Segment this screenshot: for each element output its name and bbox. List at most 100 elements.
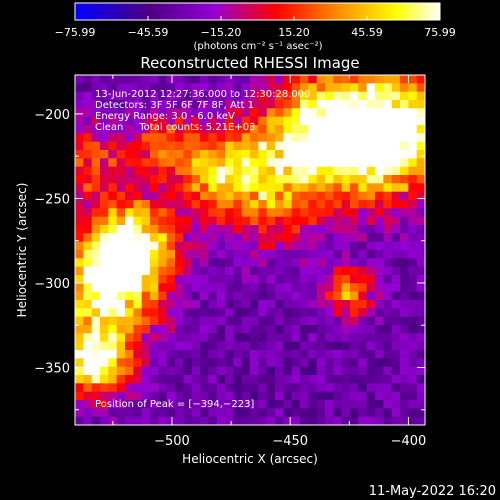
heatmap-cell (258, 83, 268, 93)
heatmap-cell (216, 275, 226, 284)
heatmap-cell (100, 175, 109, 184)
heatmap-cell (150, 391, 159, 401)
heatmap-cell (275, 358, 284, 368)
heatmap-cell (91, 158, 101, 168)
heatmap-cell (225, 166, 234, 176)
heatmap-cell (116, 358, 126, 368)
heatmap-cell (258, 108, 268, 118)
heatmap-cell (150, 216, 159, 226)
heatmap-cell (283, 100, 293, 109)
heatmap-cell (258, 216, 268, 226)
heatmap-cell (183, 408, 193, 418)
heatmap-cell (133, 341, 143, 351)
heatmap-cell (358, 308, 368, 318)
heatmap-cell (275, 166, 284, 176)
heatmap-cell (166, 241, 176, 251)
heatmap-cell (241, 100, 251, 109)
heatmap-cell (133, 358, 143, 368)
heatmap-cell (416, 325, 425, 334)
heatmap-cell (358, 108, 368, 118)
heatmap-cell (166, 175, 176, 184)
heatmap-cell (200, 300, 209, 309)
heatmap-cell (258, 116, 268, 126)
heatmap-cell (183, 108, 193, 118)
heatmap-cell (400, 375, 409, 384)
heatmap-cell (258, 250, 268, 259)
heatmap-cell (408, 225, 418, 234)
heatmap-cell (316, 141, 326, 151)
heatmap-cell (83, 175, 93, 184)
heatmap-cell (300, 283, 309, 293)
heatmap-cell (275, 75, 284, 84)
heatmap-cell (258, 408, 268, 418)
heatmap-cell (133, 350, 143, 359)
heatmap-cell (333, 208, 343, 218)
heatmap-cell (408, 75, 418, 84)
heatmap-cell (75, 100, 84, 109)
heatmap-cell (358, 150, 368, 159)
heatmap-cell (366, 183, 376, 193)
heatmap-cell (75, 133, 84, 143)
heatmap-cell (241, 266, 251, 276)
heatmap-cell (200, 308, 209, 318)
heatmap-cell (366, 325, 376, 334)
heatmap-cell (325, 341, 334, 351)
heatmap-cell (391, 283, 401, 293)
heatmap-cell (191, 258, 201, 268)
heatmap-cell (300, 375, 309, 384)
heatmap-cell (83, 216, 93, 226)
heatmap-cell (283, 283, 293, 293)
heatmap-cell (233, 250, 243, 259)
heatmap-cell (75, 250, 84, 259)
heatmap-cell (200, 291, 209, 301)
heatmap-cell (216, 383, 226, 393)
heatmap-cell (158, 391, 168, 401)
heatmap-cell (225, 141, 234, 151)
peak-position-label: Position of Peak = [−394,−223] (95, 399, 254, 410)
heatmap-cell (308, 158, 318, 168)
heatmap-cell (333, 166, 343, 176)
heatmap-cell (400, 100, 409, 109)
heatmap-cell (183, 125, 193, 134)
heatmap-cell (316, 125, 326, 134)
heatmap-cell (383, 416, 393, 425)
heatmap-cell (350, 208, 359, 218)
heatmap-cell (408, 233, 418, 243)
heatmap-cell (291, 383, 301, 393)
timestamp: 11-May-2022 16:20 (369, 484, 496, 499)
heatmap-cell (216, 300, 226, 309)
heatmap-cell (183, 383, 193, 393)
heatmap-cell (275, 391, 284, 401)
heatmap-cell (216, 258, 226, 268)
heatmap-cell (258, 333, 268, 343)
heatmap-cell (391, 275, 401, 284)
heatmap-cell (375, 316, 384, 326)
heatmap-cell (150, 250, 159, 259)
heatmap-cell (141, 408, 151, 418)
heatmap-cell (233, 208, 243, 218)
heatmap-cell (250, 250, 259, 259)
heatmap-cell (100, 408, 109, 418)
heatmap-cell (325, 225, 334, 234)
heatmap-cell (125, 166, 134, 176)
heatmap-cell (91, 316, 101, 326)
heatmap-cell (291, 366, 301, 376)
heatmap-cell (75, 150, 84, 159)
heatmap-cell (83, 200, 93, 209)
heatmap-cell (125, 125, 134, 134)
heatmap-cell (391, 91, 401, 101)
heatmap-cell (416, 241, 425, 251)
heatmap-cell (166, 233, 176, 243)
heatmap-cell (291, 241, 301, 251)
heatmap-cell (383, 400, 393, 409)
heatmap-cell (108, 225, 118, 234)
heatmap-cell (366, 391, 376, 401)
heatmap-cell (141, 116, 151, 126)
heatmap-cell (83, 266, 93, 276)
heatmap-cell (283, 300, 293, 309)
heatmap-cell (416, 158, 425, 168)
heatmap-cell (341, 408, 351, 418)
heatmap-cell (333, 250, 343, 259)
heatmap-cell (83, 383, 93, 393)
heatmap-cell (283, 391, 293, 401)
